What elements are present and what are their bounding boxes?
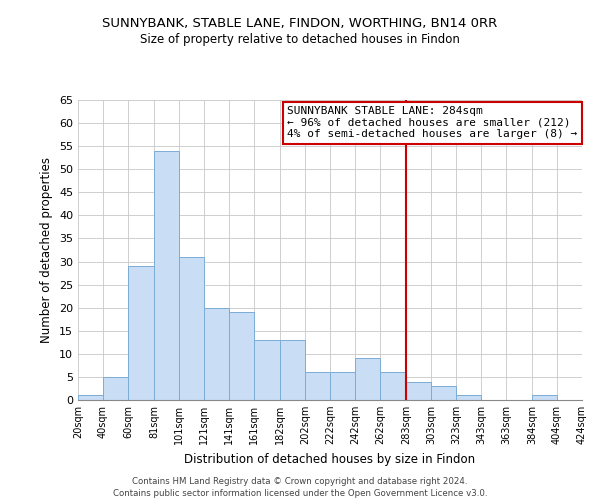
Bar xyxy=(431,386,456,400)
Bar xyxy=(456,396,481,400)
Bar xyxy=(380,372,406,400)
X-axis label: Distribution of detached houses by size in Findon: Distribution of detached houses by size … xyxy=(184,452,476,466)
Text: Contains HM Land Registry data © Crown copyright and database right 2024.: Contains HM Land Registry data © Crown c… xyxy=(132,478,468,486)
Bar xyxy=(532,396,557,400)
Text: SUNNYBANK, STABLE LANE, FINDON, WORTHING, BN14 0RR: SUNNYBANK, STABLE LANE, FINDON, WORTHING… xyxy=(103,18,497,30)
Text: Contains public sector information licensed under the Open Government Licence v3: Contains public sector information licen… xyxy=(113,489,487,498)
Bar xyxy=(204,308,229,400)
Text: Size of property relative to detached houses in Findon: Size of property relative to detached ho… xyxy=(140,32,460,46)
Y-axis label: Number of detached properties: Number of detached properties xyxy=(40,157,53,343)
Bar xyxy=(305,372,330,400)
Bar xyxy=(280,340,305,400)
Text: SUNNYBANK STABLE LANE: 284sqm
← 96% of detached houses are smaller (212)
4% of s: SUNNYBANK STABLE LANE: 284sqm ← 96% of d… xyxy=(287,106,577,139)
Bar xyxy=(128,266,154,400)
Bar xyxy=(582,396,600,400)
Bar xyxy=(254,340,280,400)
Bar xyxy=(330,372,355,400)
Bar xyxy=(103,377,128,400)
Bar xyxy=(179,257,204,400)
Bar xyxy=(154,151,179,400)
Bar xyxy=(406,382,431,400)
Bar xyxy=(229,312,254,400)
Bar xyxy=(78,396,103,400)
Bar xyxy=(355,358,380,400)
